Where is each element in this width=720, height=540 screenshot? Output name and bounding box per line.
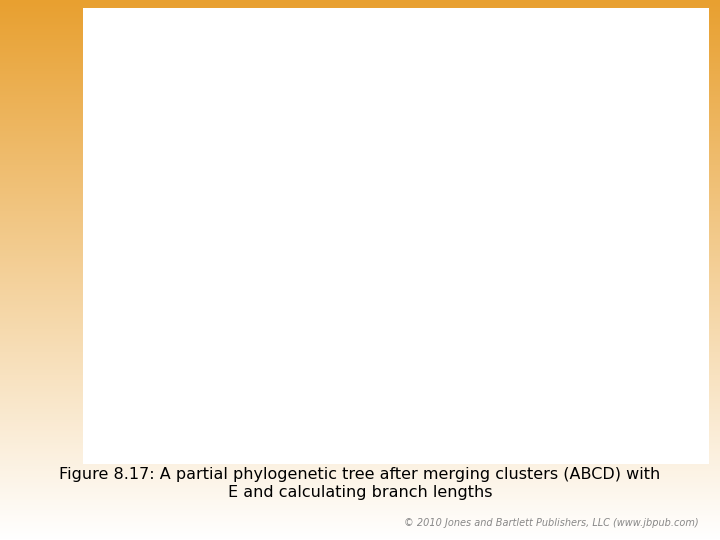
Text: A: A	[649, 60, 658, 73]
Text: C: C	[466, 363, 474, 376]
Text: E: E	[163, 430, 172, 443]
Text: D: D	[282, 395, 292, 408]
Text: Figure 8.17: A partial phylogenetic tree after merging clusters (ABCD) with
E an: Figure 8.17: A partial phylogenetic tree…	[59, 467, 661, 500]
Text: 5: 5	[347, 220, 356, 234]
Text: (ABCD): (ABCD)	[104, 310, 151, 323]
Text: 2: 2	[214, 272, 222, 286]
Text: 2: 2	[230, 372, 239, 386]
Text: B: B	[593, 212, 603, 225]
Text: (ABC): (ABC)	[257, 230, 294, 243]
Text: © 2010 Jones and Bartlett Publishers, LLC (www.jbpub.com): © 2010 Jones and Bartlett Publishers, LL…	[404, 518, 698, 528]
Text: 2: 2	[547, 194, 556, 207]
Text: 1: 1	[135, 372, 145, 386]
Text: 3: 3	[420, 327, 428, 341]
Text: 3: 3	[575, 96, 584, 110]
Text: (AB): (AB)	[426, 143, 455, 156]
